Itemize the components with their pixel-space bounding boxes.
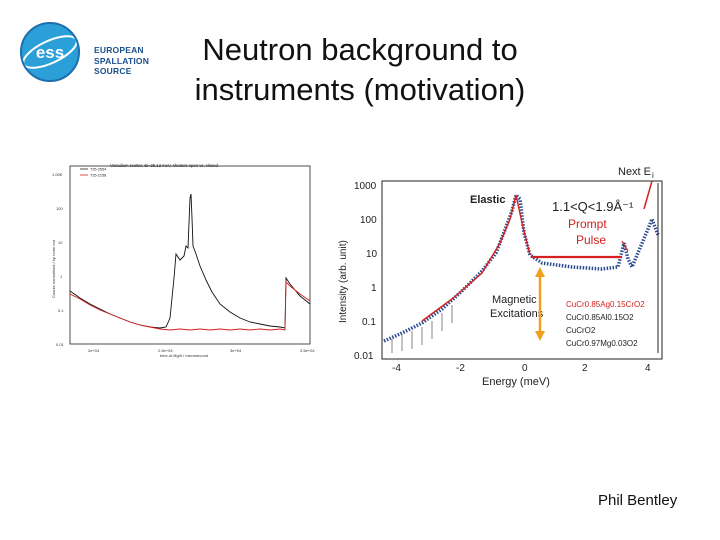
left-plot-ylabel: Counts normalised / bp norm est [51, 239, 56, 298]
right-xtick-1: -4 [392, 363, 401, 374]
page-title: Neutron background to instruments (motiv… [160, 30, 560, 110]
ess-logo-mark-text: ess [36, 43, 64, 62]
ess-logo-text: EUROPEAN SPALLATION SOURCE [94, 45, 149, 77]
left-ytick-6: 0.01 [56, 342, 65, 347]
left-xtick-2: 2.5e+04 [158, 348, 173, 353]
label-prompt-1: Prompt [568, 217, 607, 231]
right-legend-3: CuCrO2 [566, 326, 596, 335]
label-next: Next E [618, 166, 651, 178]
label-prompt-2: Pulse [576, 233, 606, 247]
left-xtick-3: 3e+04 [230, 348, 242, 353]
right-ytick-1: 1000 [354, 181, 377, 192]
right-xtick-5: 4 [645, 363, 651, 374]
ess-logo-mark: ess [20, 22, 80, 82]
left-xtick-4: 3.5e+04 [300, 348, 315, 353]
right-ytick-2: 100 [360, 215, 377, 226]
right-xtick-3: 0 [522, 363, 528, 374]
left-ytick-4: 1 [60, 274, 63, 279]
label-mag-2: Excitations [490, 308, 544, 320]
label-q-range: 1.1<Q<1.9Å⁻¹ [552, 199, 634, 214]
right-xtick-4: 2 [582, 363, 588, 374]
left-legend-1: T25-2554 [90, 168, 106, 172]
ess-logo: ess EUROPEAN SPALLATION SOURCE [18, 18, 158, 86]
left-ytick-2: 100 [56, 206, 63, 211]
right-plot-xlabel: Energy (meV) [482, 376, 550, 388]
title-line-1: Neutron background to [202, 32, 518, 67]
label-mag-1: Magnetic [492, 294, 537, 306]
arrow-prompt [621, 240, 629, 252]
right-ytick-6: 0.01 [354, 351, 374, 362]
left-ytick-3: 10 [58, 240, 63, 245]
author-name: Phil Bentley [598, 492, 678, 509]
left-plot-frame [69, 165, 311, 345]
right-ytick-3: 10 [366, 249, 378, 260]
left-plot-title: Vanadium scatter, Ei=35.12 meV, shutters… [110, 163, 219, 168]
left-xtick-1: 2e+04 [88, 348, 100, 353]
right-error-bars [391, 305, 453, 353]
right-plot-ylabel: Intensity (arb. unit) [338, 240, 349, 323]
left-plot-xlabel: time-of-flight / microsecond [160, 353, 208, 358]
right-plot-frame [381, 180, 663, 360]
label-next-sub: i [652, 171, 654, 180]
right-legend-1: CuCr0.85Ag0.15CrO2 [566, 300, 645, 309]
right-legend-4: CuCr0.97Mg0.03O2 [566, 339, 638, 348]
label-elastic: Elastic [470, 194, 505, 206]
left-ytick-5: 0.1 [58, 308, 64, 313]
right-ytick-4: 1 [371, 283, 377, 294]
left-curve-red [69, 280, 311, 331]
logo-line-2: SPALLATION [94, 55, 150, 66]
arrow-next [643, 180, 653, 210]
right-curve-red [421, 194, 531, 322]
right-legend-2: CuCr0.85Al0.15O2 [566, 313, 634, 322]
logo-line-1: EUROPEAN [94, 45, 144, 55]
left-plot-figure: Vanadium scatter, Ei=35.12 meV, shutters… [50, 158, 316, 358]
left-ytick-1: 1.00E [52, 172, 63, 177]
right-ytick-5: 0.1 [362, 317, 376, 328]
left-plot-svg: Vanadium scatter, Ei=35.12 meV, shutters… [50, 158, 316, 358]
right-plot-figure: Intensity (arb. unit) 1000 100 10 1 0.1 … [332, 163, 672, 393]
right-xtick-2: -2 [456, 363, 465, 374]
title-line-2: instruments (motivation) [194, 72, 526, 107]
right-plot-svg: Intensity (arb. unit) 1000 100 10 1 0.1 … [332, 163, 672, 393]
left-legend-2: T25-2158 [90, 174, 106, 178]
arrow-magnetic-head-bottom [535, 331, 545, 341]
arrow-magnetic-head-top [535, 267, 545, 277]
logo-line-3: SOURCE [94, 66, 132, 76]
